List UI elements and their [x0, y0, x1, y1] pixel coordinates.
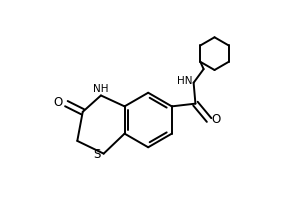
Text: NH: NH: [93, 84, 108, 94]
Text: HN: HN: [177, 76, 193, 86]
Text: O: O: [53, 96, 62, 109]
Text: O: O: [212, 113, 221, 126]
Text: S: S: [93, 148, 100, 161]
